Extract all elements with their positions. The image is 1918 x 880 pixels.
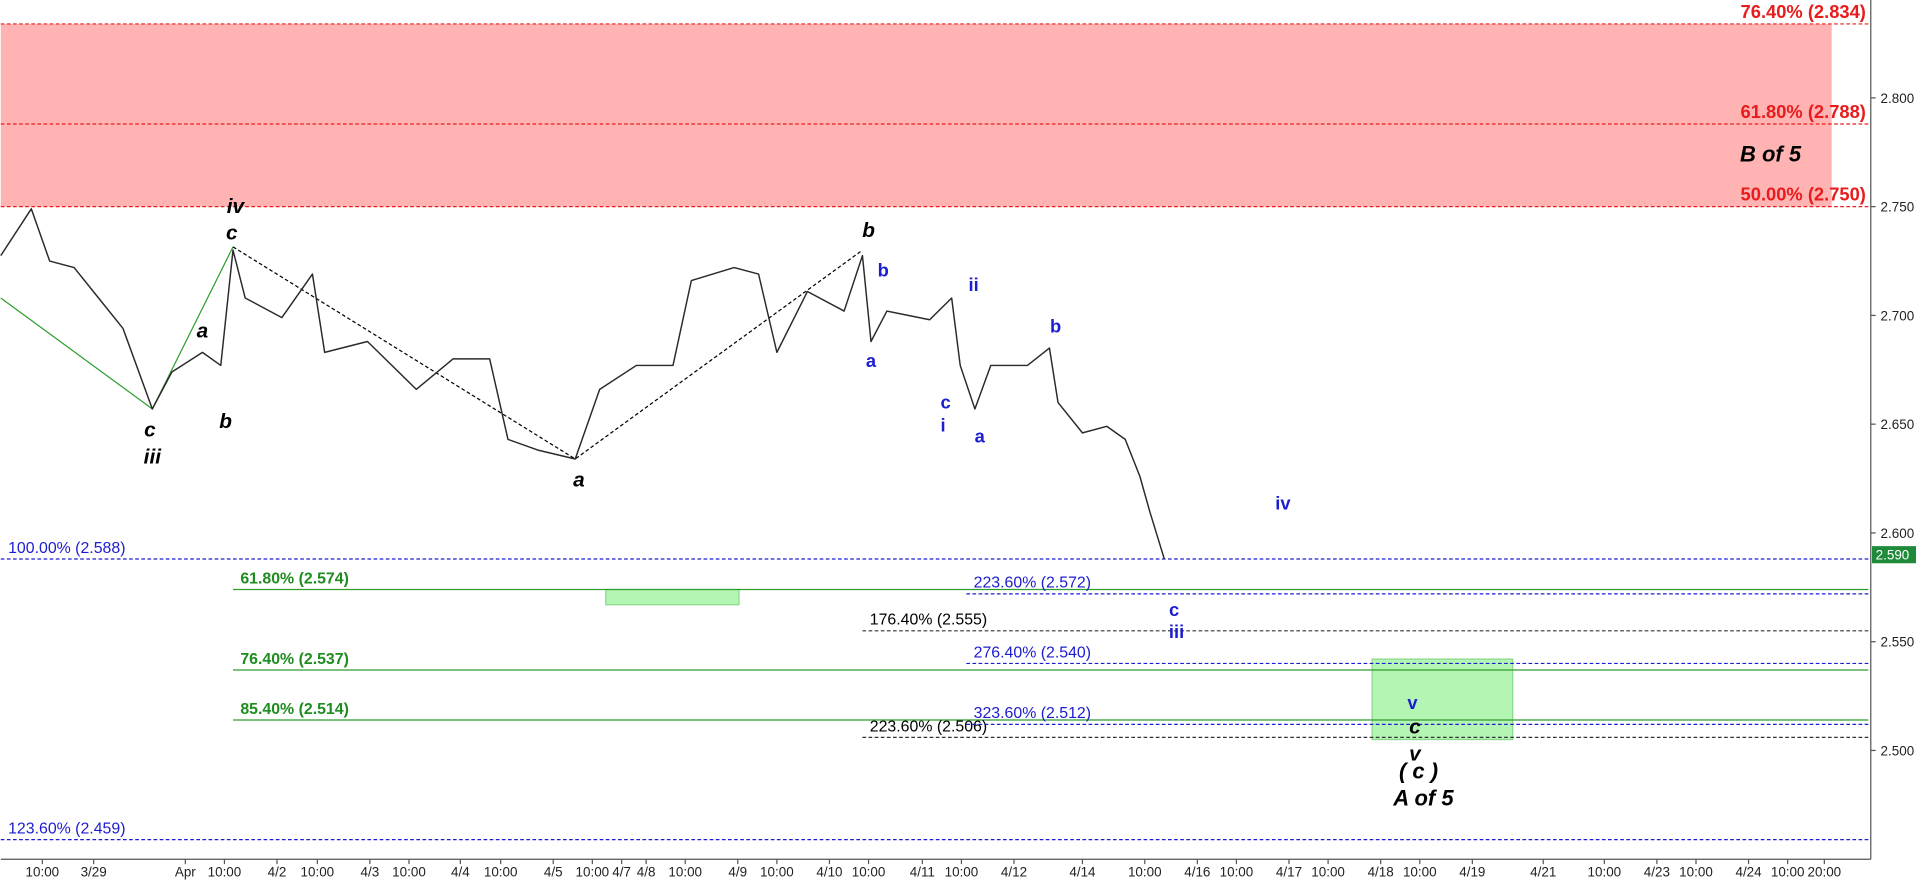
price	[0, 208, 1166, 560]
last-price-label: 2.590	[1876, 548, 1910, 563]
wave-label: iii	[144, 445, 163, 468]
x-tick-label: 10:00	[208, 864, 242, 879]
y-tick-label: 2.800	[1881, 91, 1915, 106]
x-tick-label: 10:00	[1679, 864, 1713, 879]
wave-label: iii	[1169, 621, 1184, 642]
level-label: 100.00% (2.588)	[8, 540, 125, 557]
level-label: 76.40% (2.834)	[1741, 1, 1866, 22]
x-tick-label: 4/18	[1368, 864, 1394, 879]
y-tick-label: 2.700	[1881, 308, 1915, 323]
x-tick-label: 4/3	[361, 864, 380, 879]
level-label: 61.80% (2.574)	[240, 570, 349, 587]
wave-label: c	[144, 418, 156, 441]
x-tick-label: 4/7	[612, 864, 631, 879]
x-tick-label: 4/17	[1276, 864, 1302, 879]
wave-label: iv	[227, 195, 246, 218]
x-tick-label: 10:00	[392, 864, 426, 879]
x-tick-label: 10:00	[1311, 864, 1345, 879]
level-label: 223.60% (2.506)	[870, 718, 987, 735]
level-label: 50.00% (2.750)	[1741, 184, 1866, 205]
wave-label: ( c )	[1399, 759, 1438, 784]
level-label: 223.60% (2.572)	[974, 575, 1091, 592]
y-tick-label: 2.600	[1881, 526, 1915, 541]
price-line	[0, 208, 1166, 560]
x-tick-label: 10:00	[1403, 864, 1437, 879]
zone	[605, 588, 740, 606]
zone	[0, 23, 1832, 207]
y-tick-label: 2.500	[1881, 743, 1915, 758]
x-tick-label: 10:00	[484, 864, 518, 879]
x-tick-label: 4/21	[1530, 864, 1556, 879]
x-tick-label: 10:00	[1128, 864, 1162, 879]
x-tick-label: 4/16	[1184, 864, 1210, 879]
x-tick-label: 10:00	[301, 864, 335, 879]
wave-label: c	[1409, 715, 1421, 738]
y-tick-label: 2.550	[1881, 635, 1915, 650]
level-label: 123.60% (2.459)	[8, 821, 125, 838]
wave-label: i	[941, 415, 946, 436]
wave-label: B of 5	[1740, 141, 1802, 166]
wave-label: c	[226, 222, 238, 245]
x-tick-label: 10:00	[26, 864, 60, 879]
wave-label: b	[878, 259, 889, 280]
wave-label: ii	[969, 274, 979, 295]
wave-label: b	[862, 219, 875, 242]
x-tick-label: 10:00	[668, 864, 702, 879]
x-tick-label: 4/4	[451, 864, 470, 879]
wave-label: c	[1169, 599, 1179, 620]
x-tick-label: 10:00	[1771, 864, 1805, 879]
x-tick-label: 10:00	[945, 864, 979, 879]
x-tick-label: 10:00	[760, 864, 794, 879]
level-label: 176.40% (2.555)	[870, 612, 987, 629]
x-tick-label: 10:00	[852, 864, 886, 879]
last-price-box	[1872, 546, 1916, 564]
x-tick-label: 4/24	[1735, 864, 1762, 879]
wave-label: a	[573, 468, 585, 491]
level-label: 85.40% (2.514)	[240, 701, 349, 718]
x-tick-label: 20:00	[1808, 864, 1842, 879]
x-tick-label: 4/2	[268, 864, 287, 879]
y-tick-label: 2.750	[1881, 200, 1915, 215]
wave-label: c	[940, 391, 950, 412]
x-tick-label: 10:00	[1220, 864, 1254, 879]
wave-label: v	[1407, 692, 1418, 713]
x-tick-label: 4/8	[637, 864, 656, 879]
levels: 76.40% (2.834) 61.80% (2.788) 50.00% (2.75…	[0, 1, 1869, 841]
x-tick-label: 4/12	[1001, 864, 1027, 879]
x-tick-label: 10:00	[1588, 864, 1622, 879]
level-label: 276.40% (2.540)	[974, 644, 1091, 661]
wave-label: v	[1409, 742, 1422, 765]
zone	[1371, 658, 1514, 741]
level-label: 323.60% (2.512)	[974, 705, 1091, 722]
y-tick-label: 2.650	[1881, 417, 1915, 432]
wave-label: b	[1050, 316, 1061, 337]
x-tick-label: 4/10	[816, 864, 842, 879]
x-tick-label: 4/19	[1459, 864, 1485, 879]
x-tick-label: 4/11	[910, 864, 935, 879]
wave-label: a	[866, 350, 877, 371]
x-tick-label: Apr	[175, 864, 196, 879]
zones	[0, 23, 1832, 741]
x-tick-label: 4/14	[1069, 864, 1096, 879]
level-label: 76.40% (2.537)	[240, 651, 349, 668]
level-label: 61.80% (2.788)	[1741, 101, 1866, 122]
wave-label: a	[197, 319, 209, 342]
x-tick-label: 4/23	[1644, 864, 1670, 879]
x-tick-label: 4/5	[544, 864, 563, 879]
wave-label: iv	[1275, 493, 1291, 514]
x-tick-label: 3/29	[81, 864, 107, 879]
x-tick-label: 10:00	[576, 864, 610, 879]
wave-label: A of 5	[1392, 786, 1454, 811]
wave-label: a	[975, 425, 986, 446]
x-tick-label: 4/9	[728, 864, 747, 879]
wave-label: b	[219, 410, 232, 433]
